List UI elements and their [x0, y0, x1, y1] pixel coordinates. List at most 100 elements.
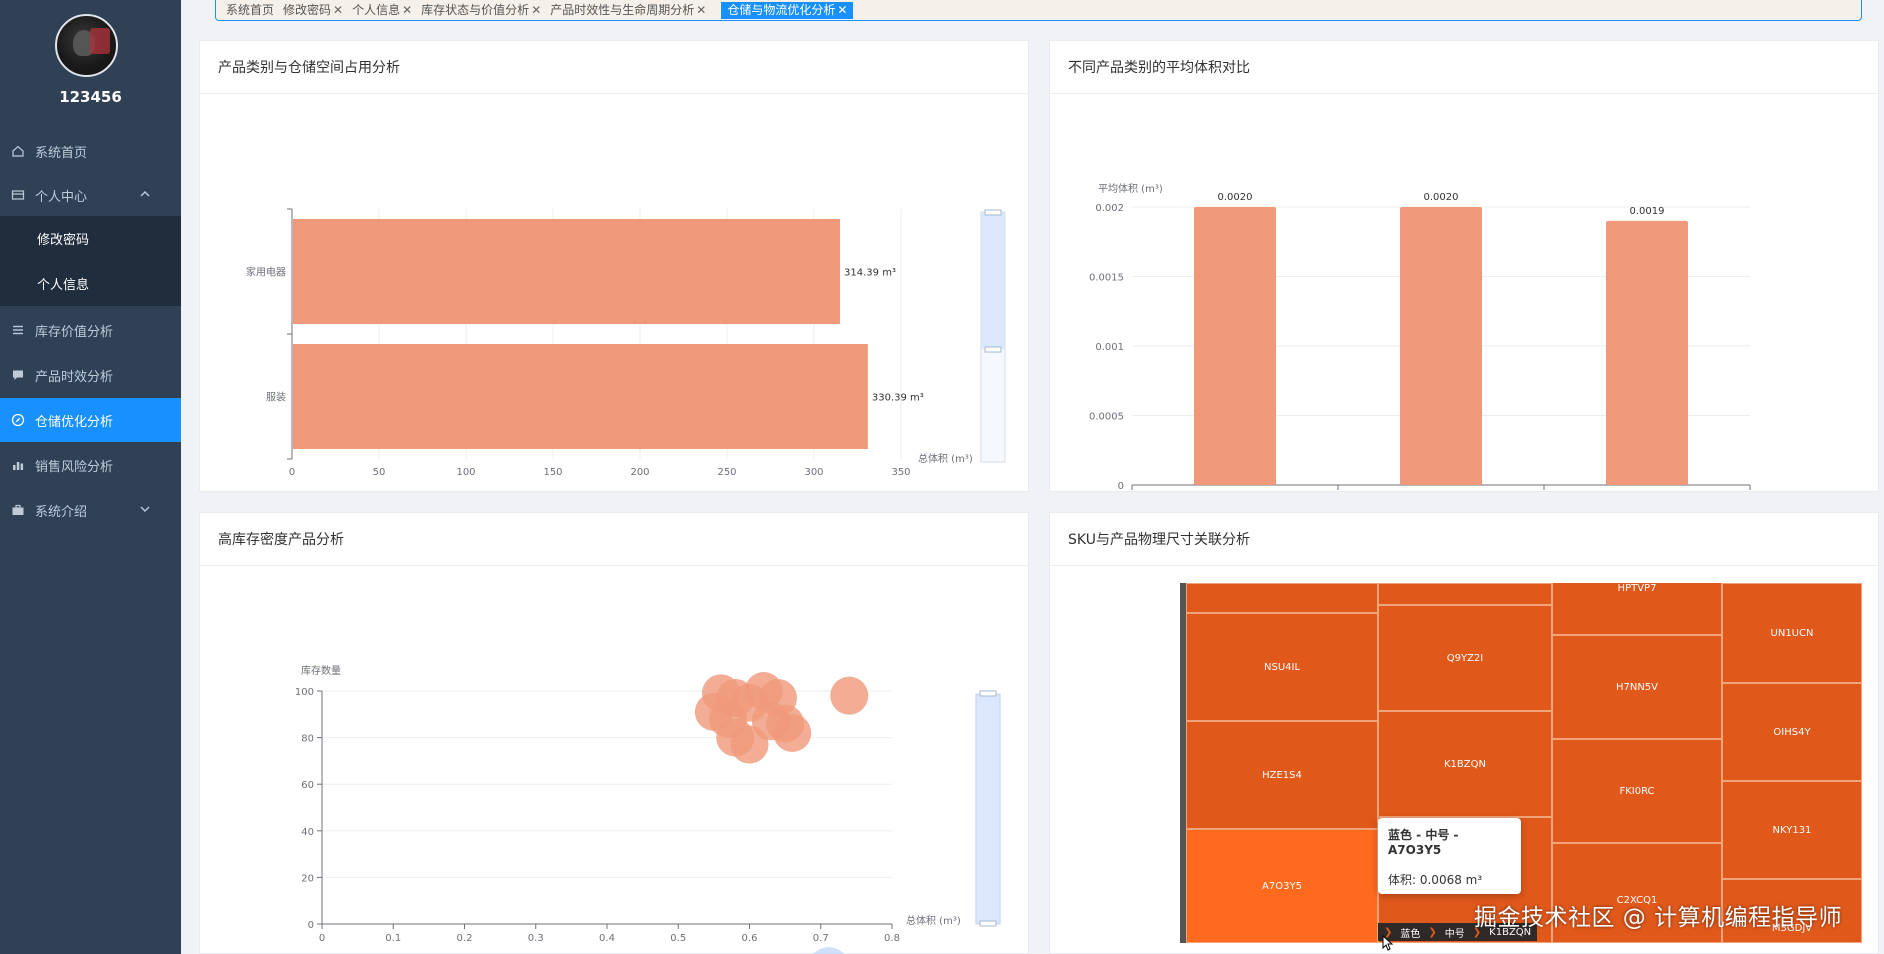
breadcrumb-item[interactable]: 中号	[1444, 928, 1465, 940]
x-tick-label: 300	[804, 467, 823, 478]
sidebar-item-sales-risk[interactable]: 销售风险分析	[0, 443, 181, 487]
y-tick-label: 0.0015	[1089, 273, 1124, 284]
x-axis-label: 总体积 (m³)	[918, 452, 973, 465]
tab-product-lifecycle[interactable]: 产品时效性与生命周期分析 ✕	[550, 2, 715, 19]
card-title: SKU与产品物理尺寸关联分析	[1050, 513, 1878, 566]
card-title: 高库存密度产品分析	[200, 513, 1028, 566]
x-tick-label: 200	[630, 467, 649, 478]
avatar[interactable]	[55, 14, 118, 77]
treemap-cell[interactable]	[1186, 583, 1378, 613]
sidebar-item-label: 仓储优化分析	[35, 414, 114, 430]
sidebar-item-label: 库存价值分析	[35, 324, 114, 340]
close-icon[interactable]: ✕	[696, 3, 707, 17]
close-icon[interactable]: ✕	[531, 3, 542, 17]
treemap-edge	[1180, 583, 1186, 943]
x-axis-label: 总体积 (m³)	[906, 914, 961, 927]
treemap-cell[interactable]: NKY131	[1722, 781, 1862, 879]
card-high-inventory-density: 高库存密度产品分析 0 20 40 60 80 100 0 0.1 0.2 0.3 0.4 0.5 0.…	[199, 512, 1029, 954]
treemap-cell-label: C2XCQ1	[1616, 895, 1658, 906]
cursor-icon	[1382, 935, 1394, 951]
x-tick-label: 服装	[1225, 491, 1245, 492]
treemap-cell-label: UN1UCN	[1770, 627, 1814, 639]
treemap-cell-label: NKY131	[1772, 824, 1812, 836]
tab-personal-info[interactable]: 个人信息 ✕	[352, 2, 421, 19]
sidebar-item-product-timeliness[interactable]: 产品时效分析	[0, 353, 181, 397]
sidebar-item-inventory-value[interactable]: 库存价值分析	[0, 308, 181, 352]
username: 123456	[59, 88, 122, 106]
x-tick-label: 100	[456, 467, 475, 478]
scatter-point	[773, 713, 812, 752]
treemap-cell[interactable]: K1BZQN	[1378, 711, 1552, 817]
treemap-cell[interactable]	[1378, 583, 1552, 605]
chart-average-volume: 0 0.0005 0.001 0.0015 0.002 平均体积 (m³) 0.0020 服装…	[1089, 183, 1751, 492]
treemap-cell[interactable]: HPTVP7	[1552, 583, 1722, 635]
close-icon[interactable]: ✕	[402, 3, 413, 17]
y-tick-label: 0	[1118, 481, 1124, 492]
data-label: 0.0019	[1630, 206, 1665, 217]
breadcrumb-item[interactable]: K1BZQN	[1489, 926, 1532, 938]
card-title: 不同产品类别的平均体积对比	[1050, 41, 1878, 94]
sidebar-item-personal-info[interactable]: 个人信息	[37, 277, 90, 293]
breadcrumb-item[interactable]: 蓝色	[1400, 928, 1421, 940]
treemap-cell-highlighted[interactable]: A7O3Y5	[1186, 829, 1378, 943]
sidebar: 123456 系统首页 个人中心 修改密码 个人信息 库存价值分析 产品时效分析	[0, 0, 181, 954]
data-zoom-handle	[984, 346, 1002, 353]
sidebar-item-label: 系统介绍	[35, 504, 88, 520]
x-tick-label: 0.3	[528, 933, 544, 944]
sidebar-item-warehouse-optimization[interactable]: 仓储优化分析	[0, 398, 181, 442]
scatter-point	[830, 676, 869, 715]
x-tick-label: 350	[891, 467, 910, 478]
treemap-cell-label: HPTVP7	[1617, 583, 1657, 594]
tooltip-title: 蓝色 - 中号 - A7O3Y5	[1388, 828, 1459, 857]
close-icon[interactable]: ✕	[837, 3, 848, 17]
compass-icon	[11, 413, 25, 427]
treemap-cell[interactable]: M3GDJV	[1722, 879, 1862, 943]
tab-change-password[interactable]: 修改密码 ✕	[283, 2, 352, 19]
card-category-storage: 产品类别与仓储空间占用分析 0 50 100 150 200 250 300 350 家用电器 3…	[199, 40, 1029, 492]
watermark: 掘金技术社区 @ 计算机编程指导师	[1474, 905, 1843, 931]
x-tick-label: 0.1	[385, 933, 401, 944]
chart-icon	[11, 458, 25, 472]
x-tick-label: 0	[319, 933, 325, 944]
tab-home[interactable]: 系统首页	[226, 2, 283, 19]
briefcase-icon	[11, 503, 25, 517]
x-tick-label: 0.7	[813, 933, 829, 944]
sidebar-item-home[interactable]: 系统首页	[0, 129, 181, 173]
breadcrumb-separator-icon: ❯	[1428, 926, 1437, 938]
data-zoom-handle	[979, 690, 997, 697]
tab-inventory-status[interactable]: 库存状态与价值分析 ✕	[421, 2, 550, 19]
tab-warehouse-logistics[interactable]: 仓储与物流优化分析 ✕	[721, 1, 854, 19]
treemap-cell-label: FKI0RC	[1619, 785, 1655, 797]
treemap-cell[interactable]: OIHS4Y	[1722, 683, 1862, 781]
treemap-cell[interactable]: Q9YZ2I	[1378, 605, 1552, 711]
close-icon[interactable]: ✕	[333, 3, 344, 17]
x-tick-label: 电子产品	[1421, 491, 1461, 492]
treemap-breadcrumb: ❯ 蓝色 ❯ 中号 ❯ K1BZQN	[1378, 923, 1538, 941]
treemap-cell[interactable]: FKI0RC	[1552, 739, 1722, 843]
sidebar-item-personal-center[interactable]: 个人中心	[0, 173, 181, 217]
chevron-up-icon	[139, 188, 151, 204]
data-label: 0.0020	[1218, 192, 1253, 203]
x-tick-label: 0.2	[457, 933, 473, 944]
y-tick-label: 0.002	[1095, 203, 1124, 214]
treemap-cell[interactable]: NSU4IL	[1186, 613, 1378, 721]
sidebar-item-change-password[interactable]: 修改密码	[37, 232, 90, 248]
sidebar-item-system-intro[interactable]: 系统介绍	[0, 488, 181, 532]
treemap-cell[interactable]: UN1UCN	[1722, 583, 1862, 683]
treemap-cell[interactable]: H7NN5V	[1552, 635, 1722, 739]
chart-high-inventory-density: 0 20 40 60 80 100 0 0.1 0.2 0.3 0.4 0.5 0.6 0.7 0.8 库存数…	[295, 664, 1001, 954]
chat-icon	[11, 368, 25, 382]
card-icon	[11, 188, 25, 202]
data-label: 330.39 m³	[872, 393, 924, 404]
treemap-cell[interactable]: HZE1S4	[1186, 721, 1378, 829]
breadcrumb-separator-icon: ❯	[1472, 926, 1482, 938]
card-sku-dimensions: SKU与产品物理尺寸关联分析 NSU4IL HZE1S4 A7O3Y5 Q9YZ…	[1049, 512, 1879, 954]
x-tick-label: 0.6	[742, 933, 758, 944]
y-tick-label: 60	[301, 780, 314, 791]
treemap-cell[interactable]: C2XCQ1	[1552, 843, 1722, 943]
bar	[1606, 220, 1688, 485]
treemap-cell-label: HZE1S4	[1262, 769, 1302, 781]
x-tick-label: 家用电器	[1627, 491, 1667, 492]
treemap-cell-label: A7O3Y5	[1262, 880, 1302, 892]
tab-label: 系统首页	[226, 3, 275, 17]
